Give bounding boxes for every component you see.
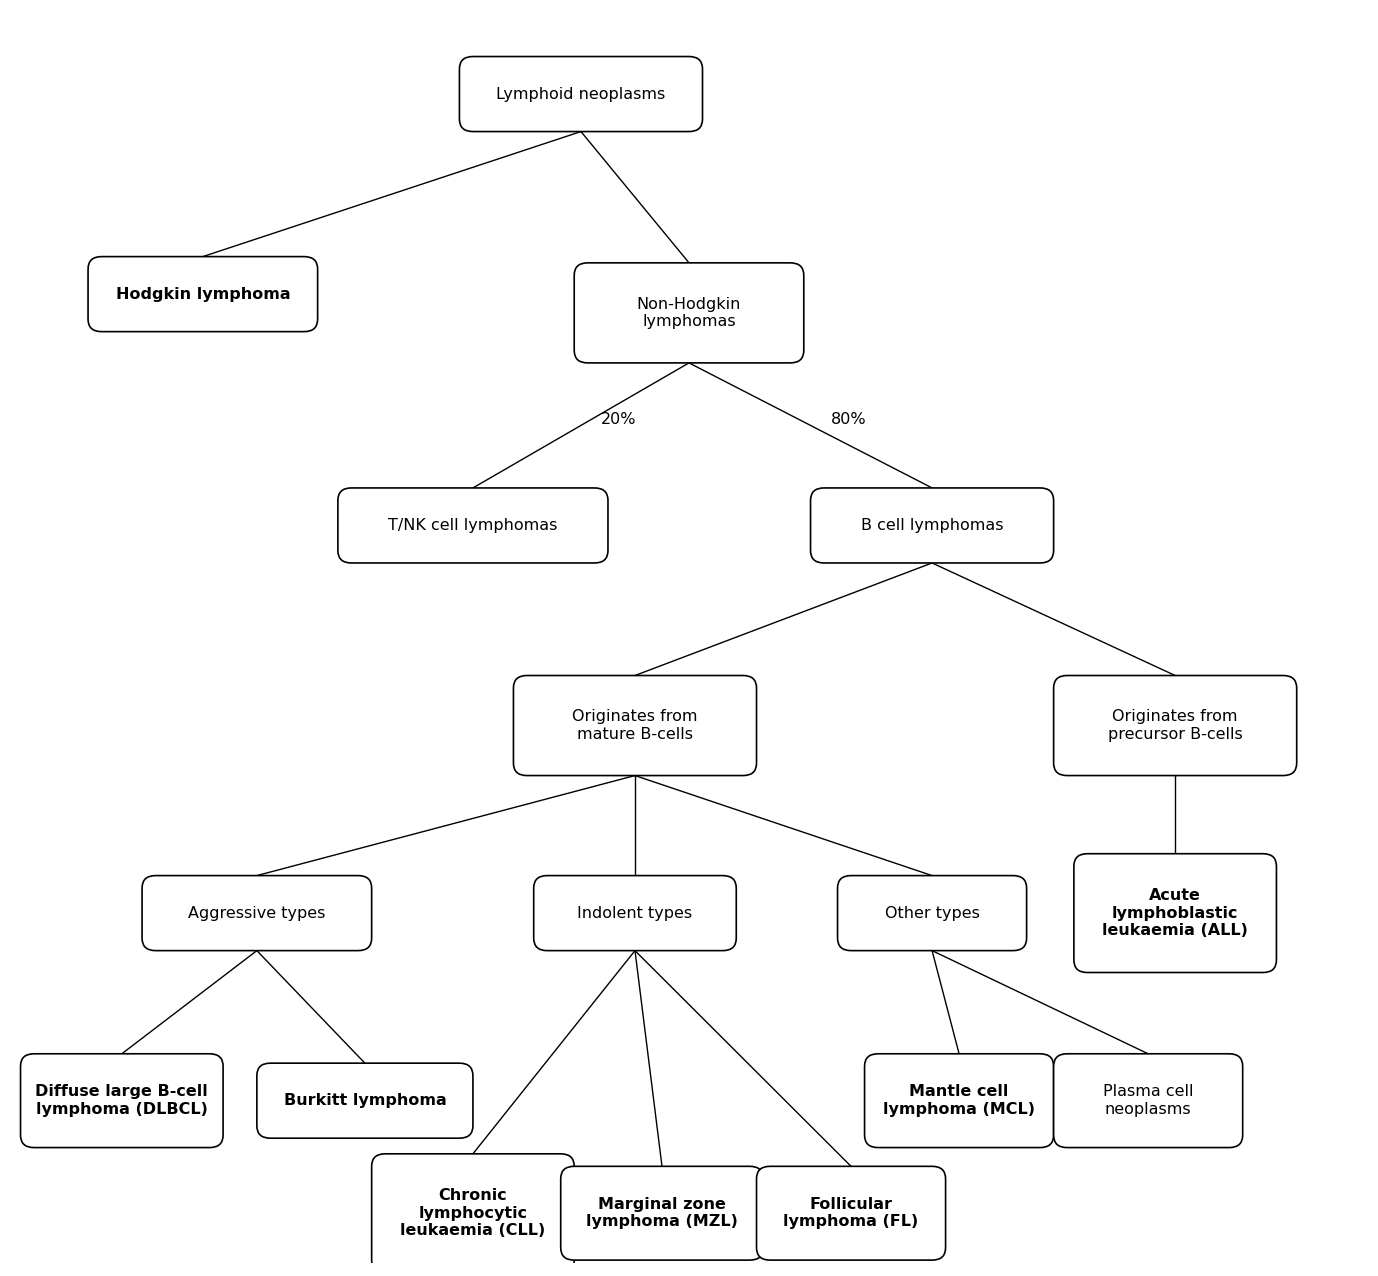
FancyBboxPatch shape xyxy=(838,875,1027,951)
FancyBboxPatch shape xyxy=(256,1063,473,1138)
Text: T/NK cell lymphomas: T/NK cell lymphomas xyxy=(389,518,558,533)
Text: Aggressive types: Aggressive types xyxy=(189,906,325,920)
Text: Follicular
lymphoma (FL): Follicular lymphoma (FL) xyxy=(784,1197,919,1229)
FancyBboxPatch shape xyxy=(561,1166,763,1261)
FancyBboxPatch shape xyxy=(21,1054,223,1147)
FancyBboxPatch shape xyxy=(142,875,372,951)
Text: Acute
lymphoblastic
leukaemia (ALL): Acute lymphoblastic leukaemia (ALL) xyxy=(1102,888,1248,938)
Text: 20%: 20% xyxy=(601,412,637,426)
FancyBboxPatch shape xyxy=(338,487,608,563)
FancyBboxPatch shape xyxy=(810,487,1054,563)
FancyBboxPatch shape xyxy=(533,875,736,951)
FancyBboxPatch shape xyxy=(864,1054,1054,1147)
Text: Originates from
mature B-cells: Originates from mature B-cells xyxy=(572,709,697,741)
Text: B cell lymphomas: B cell lymphomas xyxy=(861,518,1003,533)
Text: Hodgkin lymphoma: Hodgkin lymphoma xyxy=(116,287,291,301)
FancyBboxPatch shape xyxy=(459,56,703,131)
FancyBboxPatch shape xyxy=(88,256,317,332)
Text: Originates from
precursor B-cells: Originates from precursor B-cells xyxy=(1108,709,1243,741)
FancyBboxPatch shape xyxy=(1073,854,1276,972)
FancyBboxPatch shape xyxy=(1054,1054,1243,1147)
Text: Marginal zone
lymphoma (MZL): Marginal zone lymphoma (MZL) xyxy=(586,1197,739,1229)
FancyBboxPatch shape xyxy=(575,263,803,362)
Text: Plasma cell
neoplasms: Plasma cell neoplasms xyxy=(1102,1085,1193,1116)
Text: Chronic
lymphocytic
leukaemia (CLL): Chronic lymphocytic leukaemia (CLL) xyxy=(400,1188,546,1238)
Text: Indolent types: Indolent types xyxy=(577,906,693,920)
FancyBboxPatch shape xyxy=(757,1166,945,1261)
Text: Other types: Other types xyxy=(885,906,980,920)
FancyBboxPatch shape xyxy=(1054,675,1297,776)
FancyBboxPatch shape xyxy=(372,1154,575,1272)
Text: Diffuse large B-cell
lymphoma (DLBCL): Diffuse large B-cell lymphoma (DLBCL) xyxy=(36,1085,208,1116)
FancyBboxPatch shape xyxy=(514,675,757,776)
Text: Lymphoid neoplasms: Lymphoid neoplasms xyxy=(496,87,666,102)
Text: Burkitt lymphoma: Burkitt lymphoma xyxy=(284,1094,446,1108)
Text: Non-Hodgkin
lymphomas: Non-Hodgkin lymphomas xyxy=(637,297,741,329)
Text: 80%: 80% xyxy=(831,412,867,426)
Text: Mantle cell
lymphoma (MCL): Mantle cell lymphoma (MCL) xyxy=(883,1085,1035,1116)
